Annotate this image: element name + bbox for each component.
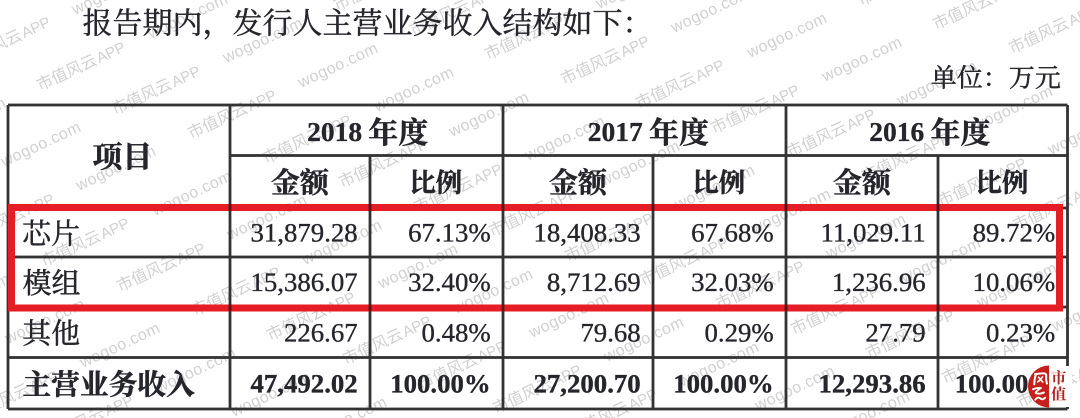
svg-text:15,386.07: 15,386.07 — [251, 267, 358, 297]
svg-text:11,029.11: 11,029.11 — [820, 218, 925, 248]
svg-text:32.40%: 32.40% — [408, 267, 491, 297]
svg-text:89.72%: 89.72% — [973, 218, 1056, 248]
svg-text:12,293.86: 12,293.86 — [819, 368, 926, 398]
svg-text:67.68%: 67.68% — [691, 218, 774, 248]
svg-text:2018: 2018 — [307, 116, 362, 147]
svg-text:1,236.96: 1,236.96 — [832, 267, 926, 297]
svg-text:2017: 2017 — [588, 116, 643, 147]
svg-text:18,408.33: 18,408.33 — [534, 218, 641, 248]
svg-text:27,200.70: 27,200.70 — [534, 368, 641, 398]
svg-text:10.06%: 10.06% — [973, 267, 1056, 297]
svg-text:32.03%: 32.03% — [691, 267, 774, 297]
svg-text:0.29%: 0.29% — [704, 317, 773, 347]
svg-text:2016: 2016 — [869, 116, 924, 147]
svg-text:27.79: 27.79 — [865, 317, 925, 347]
svg-text:47,492.02: 47,492.02 — [251, 368, 358, 398]
svg-text:0.23%: 0.23% — [986, 317, 1055, 347]
svg-text:0.48%: 0.48% — [421, 317, 490, 347]
svg-text:100.00%: 100.00% — [390, 368, 491, 398]
svg-text:67.13%: 67.13% — [408, 218, 491, 248]
svg-text:8,712.69: 8,712.69 — [547, 267, 641, 297]
svg-text:31,879.28: 31,879.28 — [251, 218, 358, 248]
svg-text:79.68: 79.68 — [580, 317, 640, 347]
svg-text:226.67: 226.67 — [284, 317, 358, 347]
svg-text:100.00%: 100.00% — [673, 368, 774, 398]
